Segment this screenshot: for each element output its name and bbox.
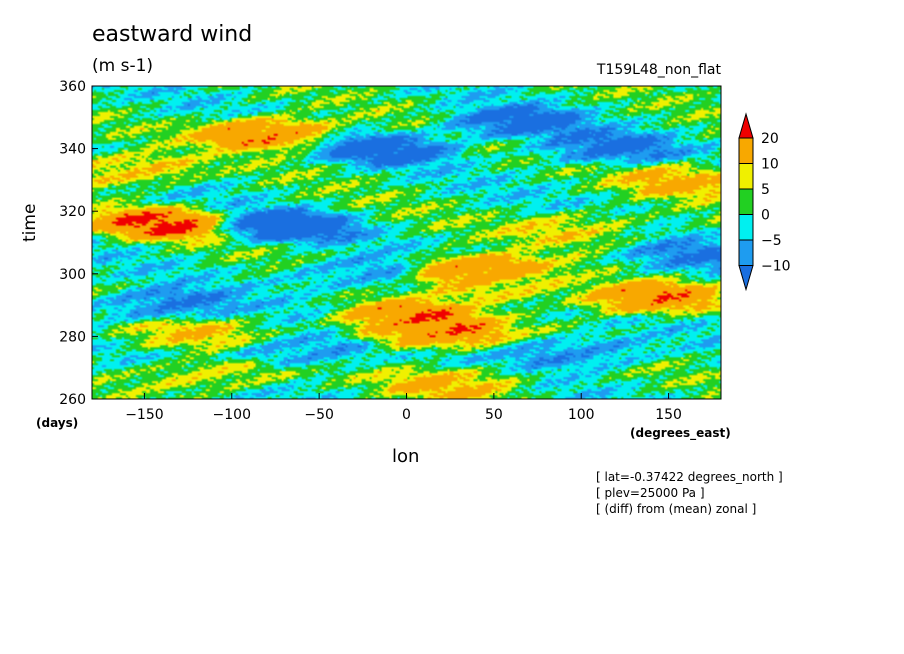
colorbar-segment [738, 214, 754, 241]
colorbar-label: 5 [761, 182, 770, 198]
x-tick-label: −50 [304, 407, 334, 423]
colorbar-min-arrow [738, 265, 754, 292]
x-axis-label: lon [392, 446, 420, 467]
wind-field-raster [92, 86, 721, 399]
note-diff: [ (diff) from (mean) zonal ] [596, 502, 757, 516]
x-tick-label: −150 [125, 407, 163, 423]
y-axis: 260 280 300 320 340 360 [59, 79, 98, 408]
y-tick-label: 300 [59, 267, 86, 283]
wind-field [92, 86, 721, 399]
colorbar-segment [738, 188, 754, 215]
y-tick-label: 360 [59, 79, 86, 95]
colorbar-label: 10 [761, 157, 779, 173]
x-tick-label: 100 [568, 407, 595, 423]
colorbar-max-arrow [738, 112, 754, 139]
y-tick-label: 280 [59, 329, 86, 345]
colorbar-label: 0 [761, 208, 770, 224]
colorbar: 20 10 5 0 −5 −10 [738, 112, 791, 292]
colorbar-segment [738, 137, 754, 164]
note-plev: [ plev=25000 Pa ] [596, 486, 705, 500]
x-tick-label: 0 [402, 407, 411, 423]
colorbar-label: −5 [761, 233, 782, 249]
run-label: T159L48_non_flat [596, 62, 721, 78]
note-lat: [ lat=-0.37422 degrees_north ] [596, 470, 783, 484]
colorbar-label: 20 [761, 131, 779, 147]
colorbar-segment [738, 239, 754, 266]
y-tick-label: 320 [59, 204, 86, 220]
x-tick-label: 50 [485, 407, 503, 423]
chart-title: eastward wind [92, 22, 253, 47]
colorbar-label: −10 [761, 259, 791, 275]
x-axis-unit: (degrees_east) [630, 426, 731, 440]
y-tick-label: 260 [59, 392, 86, 408]
y-axis-unit: (days) [36, 416, 79, 430]
y-tick-label: 340 [59, 142, 86, 158]
chart-units: (m s-1) [92, 56, 154, 76]
x-tick-label: 150 [655, 407, 682, 423]
colorbar-segment [738, 163, 754, 190]
x-axis: −150 −100 −50 0 50 100 150 [125, 393, 682, 423]
x-tick-label: −100 [213, 407, 251, 423]
